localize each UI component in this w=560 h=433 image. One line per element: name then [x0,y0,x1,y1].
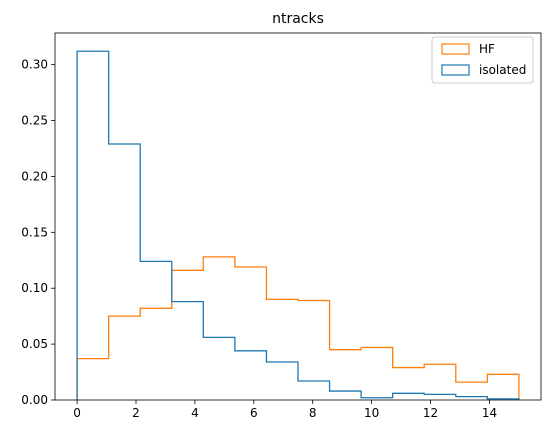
y-tick-label: 0.00 [21,393,48,407]
y-tick-label: 0.10 [21,281,48,295]
x-tick-label: 6 [250,406,258,420]
legend-swatch-hf [441,43,470,55]
x-tick-label: 0 [73,406,81,420]
axes-frame [54,32,542,401]
y-tick-label: 0.05 [21,337,48,351]
legend-label-hf: HF [479,42,495,56]
legend-swatch-isolated [441,64,470,76]
y-tick-label: 0.25 [21,114,48,128]
series-layer [76,50,520,400]
x-tick-label: 10 [364,406,379,420]
plot-area [55,33,541,400]
x-axis: 0 2 4 6 8 10 12 14 [73,400,497,420]
x-tick-label: 12 [423,406,438,420]
series-isolated-step [76,50,520,400]
legend-box [431,36,534,84]
y-tick-label: 0.15 [21,225,48,239]
legend: HF isolated [431,36,534,84]
y-tick-label: 0.30 [21,58,48,72]
y-axis: 0.00 0.05 0.10 0.15 0.20 0.25 0.30 [21,58,55,407]
x-tick-label: 4 [191,406,199,420]
x-tick-label: 14 [482,406,497,420]
x-tick-label: 8 [309,406,317,420]
y-tick-label: 0.20 [21,169,48,183]
x-tick-label: 2 [132,406,140,420]
chart-title: ntracks [272,11,324,27]
legend-label-isolated: isolated [479,63,526,77]
series-hf-step [76,256,520,400]
